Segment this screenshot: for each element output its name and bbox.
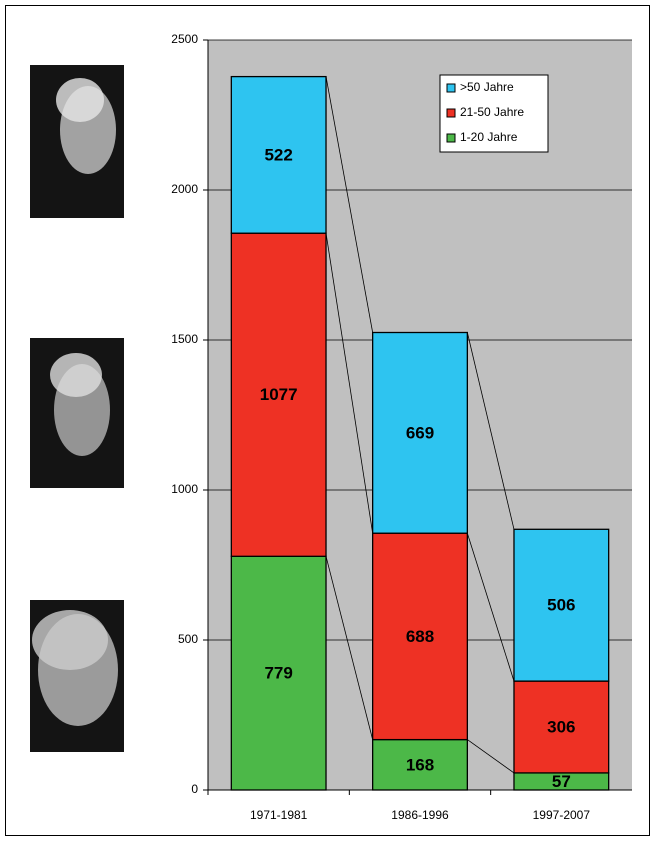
value-label: 688: [406, 627, 434, 646]
y-tick-label: 500: [178, 632, 198, 646]
chart: 0 500 1000 1500 2000 2500 779 168 57 1077 688 306 52…: [0, 0, 656, 841]
y-tick-label: 2500: [171, 32, 198, 46]
legend-label: 1-20 Jahre: [460, 130, 518, 144]
value-label: 506: [547, 596, 575, 615]
value-label: 779: [264, 664, 292, 683]
value-label: 57: [552, 772, 571, 791]
y-tick-label: 1000: [171, 482, 198, 496]
x-tick-label: 1997-2007: [533, 808, 591, 822]
x-tick-label: 1971-1981: [250, 808, 308, 822]
value-label: 522: [264, 145, 292, 164]
y-tick-label: 2000: [171, 182, 198, 196]
legend-label: 21-50 Jahre: [460, 105, 524, 119]
value-label: 306: [547, 717, 575, 736]
value-label: 168: [406, 755, 434, 774]
photo-hair: [32, 610, 108, 670]
y-tick-label: 0: [191, 782, 198, 796]
value-label: 1077: [260, 385, 298, 404]
y-tick-label: 1500: [171, 332, 198, 346]
portraits: [30, 65, 124, 752]
legend-label: >50 Jahre: [460, 80, 514, 94]
legend-swatch: [447, 109, 455, 117]
photo-hair: [56, 78, 104, 122]
legend-swatch: [447, 134, 455, 142]
value-label: 669: [406, 423, 434, 442]
x-tick-label: 1986-1996: [391, 808, 449, 822]
photo-hair: [50, 353, 102, 397]
legend-swatch: [447, 84, 455, 92]
